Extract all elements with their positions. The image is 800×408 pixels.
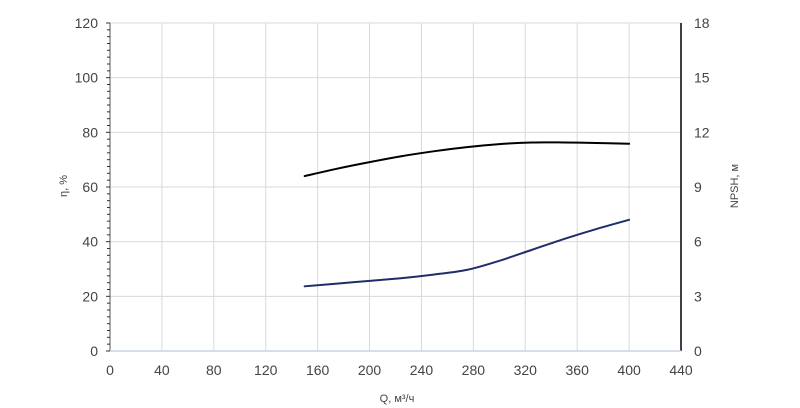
y-tick-label: 60 xyxy=(82,179,98,195)
x-tick-label: 360 xyxy=(566,362,590,378)
x-tick-label: 440 xyxy=(669,362,693,378)
y-tick-label: 100 xyxy=(75,70,99,86)
y2-tick-label: 9 xyxy=(694,179,702,195)
y2-tick-label: 15 xyxy=(694,70,710,86)
x-tick-label: 40 xyxy=(154,362,170,378)
y-tick-label: 0 xyxy=(90,343,98,359)
x-tick-label: 80 xyxy=(206,362,222,378)
axes xyxy=(106,22,682,352)
y2-tick-label: 3 xyxy=(694,288,702,304)
y-axis-title: η, % xyxy=(58,175,70,197)
y2-tick-label: 12 xyxy=(694,124,710,140)
y-tick-label: 80 xyxy=(82,124,98,140)
x-tick-label: 120 xyxy=(254,362,278,378)
x-tick-label: 400 xyxy=(617,362,641,378)
x-tick-label: 0 xyxy=(106,362,114,378)
efficiency-series-line xyxy=(303,141,631,178)
y-tick-label: 120 xyxy=(75,15,99,31)
y2-axis-title: NPSH, м xyxy=(729,164,741,208)
y2-tick-label: 18 xyxy=(694,15,710,31)
x-tick-label: 240 xyxy=(410,362,434,378)
x-tick-label: 200 xyxy=(358,362,382,378)
npsh-series-line xyxy=(303,218,631,288)
y-tick-label: 40 xyxy=(82,234,98,250)
y2-tick-label: 6 xyxy=(694,234,702,250)
y-tick-label: 20 xyxy=(82,288,98,304)
series-group xyxy=(303,141,631,288)
x-tick-label: 320 xyxy=(514,362,538,378)
x-axis-title: Q, м³/ч xyxy=(380,393,415,405)
y2-tick-label: 0 xyxy=(694,343,702,359)
x-tick-label: 280 xyxy=(462,362,486,378)
tick-labels: 0 40 80 120 160 200 240 280 320 360 400 44002040608… xyxy=(75,15,710,378)
x-tick-label: 160 xyxy=(306,362,330,378)
grid xyxy=(109,22,682,352)
